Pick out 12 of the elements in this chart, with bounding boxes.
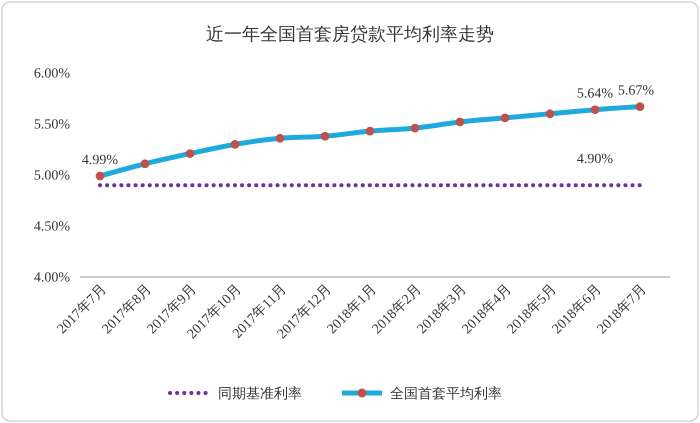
y-tick-label: 4.50%	[34, 219, 70, 234]
legend-label: 全国首套平均利率	[390, 386, 502, 402]
chart-title: 近一年全国首套房贷款平均利率走势	[206, 24, 494, 44]
data-label: 4.90%	[576, 152, 614, 168]
y-tick-label: 6.00%	[34, 66, 70, 82]
y-tick-label: 4.00%	[34, 270, 70, 286]
data-label: 4.99%	[82, 153, 118, 168]
data-label: 5.64%	[576, 86, 614, 102]
legend-label: 同期基准利率	[218, 386, 302, 402]
data-label: 5.67%	[618, 84, 654, 99]
y-tick-label: 5.00%	[34, 168, 70, 184]
y-tick-label: 5.50%	[34, 117, 70, 132]
